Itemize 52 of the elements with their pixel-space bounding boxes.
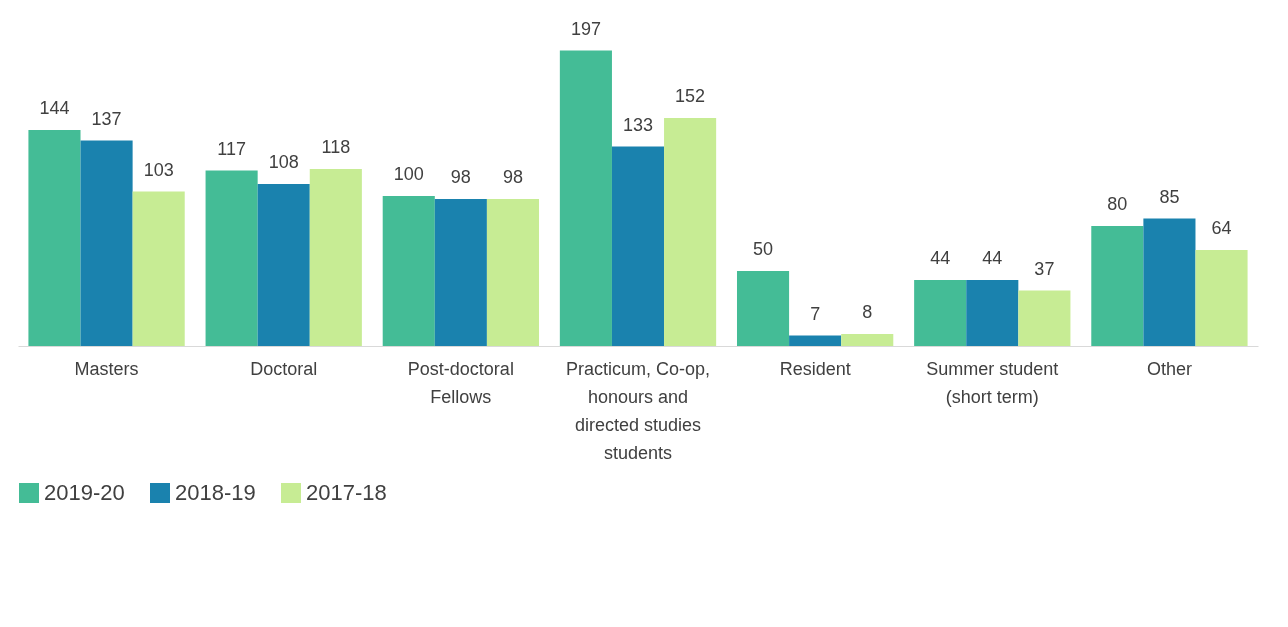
- bar: [28, 130, 81, 346]
- bar: [611, 146, 665, 346]
- data-label: 50: [753, 239, 774, 259]
- bar: [914, 280, 967, 346]
- bar: [1018, 290, 1071, 346]
- legend-label: 2017-18: [306, 480, 387, 505]
- x-tick-label: Post-doctoral Fellows: [407, 358, 514, 407]
- bar: [382, 196, 435, 346]
- data-label: 85: [1159, 186, 1180, 207]
- data-label: 37: [1034, 258, 1055, 279]
- bar: [664, 118, 717, 346]
- bar: [1143, 218, 1196, 346]
- x-tick-label: Summer student (short term): [926, 358, 1059, 407]
- x-tick-label: Practicum, Co-op, honours and directed studies students: [565, 358, 711, 463]
- data-label: 144: [39, 98, 70, 118]
- data-label: 133: [622, 114, 654, 135]
- data-label: 44: [982, 248, 1003, 268]
- data-label: 8: [862, 302, 873, 322]
- data-label: 98: [450, 167, 471, 187]
- bar: [434, 199, 487, 346]
- data-label: 117: [217, 138, 246, 159]
- bar: [841, 334, 894, 346]
- bar: [966, 280, 1019, 346]
- data-label: 118: [321, 137, 351, 157]
- data-label: 152: [675, 86, 706, 106]
- bar: [736, 271, 790, 346]
- bar: [1091, 226, 1144, 346]
- bar: [257, 184, 310, 346]
- legend-label: 2019-20: [44, 480, 125, 505]
- data-label: 137: [91, 108, 122, 129]
- data-label: 103: [143, 159, 174, 180]
- legend-label: 2018-19: [175, 480, 256, 505]
- bar: [559, 50, 612, 346]
- bar: [205, 170, 258, 346]
- data-label: 100: [393, 164, 424, 184]
- bar: [132, 191, 185, 346]
- data-label: 80: [1107, 194, 1128, 214]
- data-label: 197: [570, 18, 601, 39]
- x-tick-label: Resident: [779, 358, 851, 379]
- data-label: 64: [1211, 218, 1232, 238]
- bar: [789, 335, 842, 346]
- data-label: 108: [268, 152, 299, 172]
- x-tick-label: Doctoral: [250, 358, 318, 379]
- bar: [309, 169, 362, 346]
- bar: [80, 140, 133, 346]
- data-label: 44: [930, 248, 951, 268]
- x-tick-label: Other: [1146, 358, 1192, 379]
- data-label: 7: [810, 303, 821, 324]
- data-label: 98: [502, 167, 523, 187]
- x-tick-label: Masters: [74, 358, 139, 379]
- bar: [1195, 250, 1248, 346]
- bar: [486, 199, 540, 346]
